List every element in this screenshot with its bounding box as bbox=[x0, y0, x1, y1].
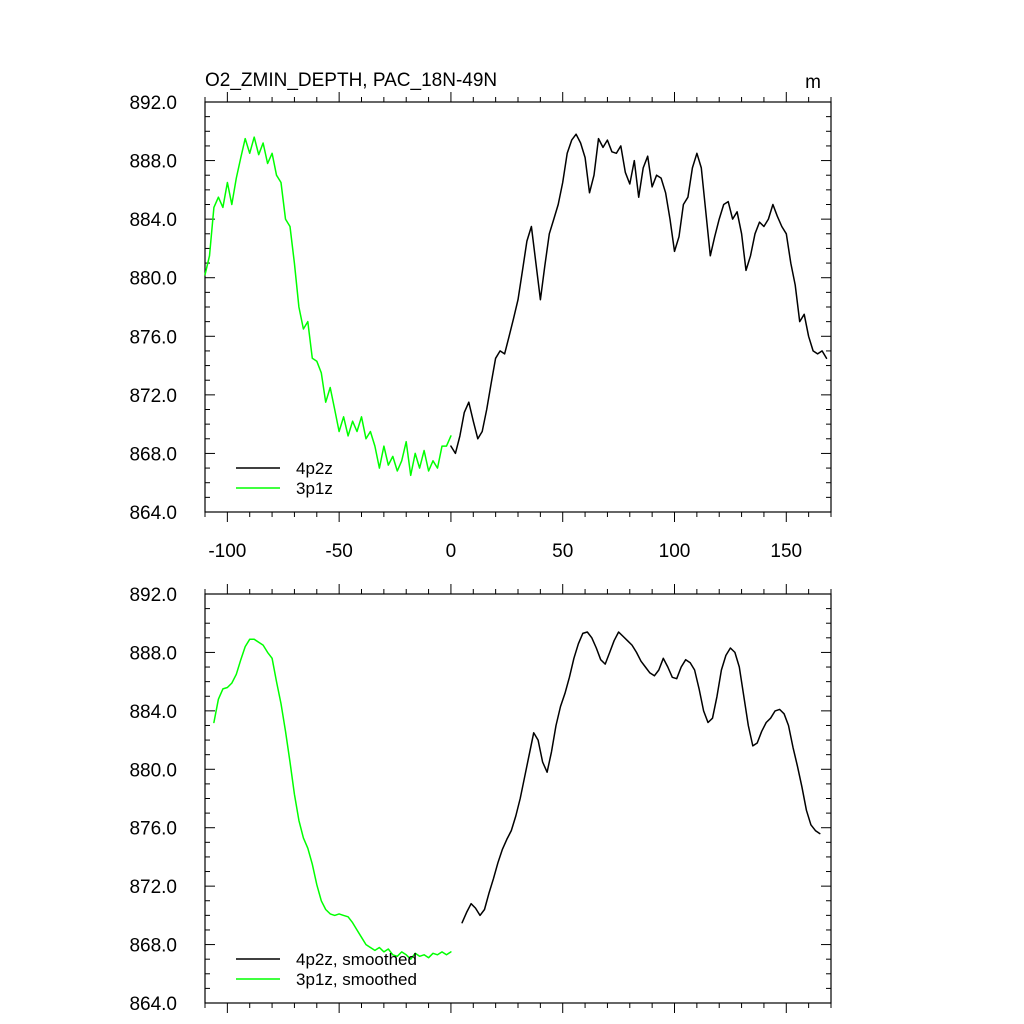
series-line-4p2z bbox=[450, 133, 828, 455]
legend-label: 4p2z, smoothed bbox=[296, 950, 417, 969]
y-tick-label: 864.0 bbox=[129, 994, 177, 1015]
y-tick-label: 864.0 bbox=[129, 503, 177, 524]
y-tick-label: 868.0 bbox=[129, 444, 177, 465]
y-tick-label: 872.0 bbox=[129, 386, 177, 407]
chart-title: O2_ZMIN_DEPTH, PAC_18N-49N bbox=[205, 70, 497, 91]
y-tick-label: 880.0 bbox=[129, 760, 177, 781]
y-tick-label: 892.0 bbox=[129, 93, 177, 114]
y-tick-label: 884.0 bbox=[129, 702, 177, 723]
legend-label: 4p2z bbox=[296, 459, 333, 478]
legend-label: 3p1z, smoothed bbox=[296, 970, 417, 989]
y-tick-label: 880.0 bbox=[129, 269, 177, 290]
y-tick-label: 888.0 bbox=[129, 643, 177, 664]
y-tick-label: 872.0 bbox=[129, 877, 177, 898]
series-line-4p2z-smoothed bbox=[461, 631, 821, 924]
x-tick-label: -100 bbox=[208, 541, 246, 562]
legend-label: 3p1z bbox=[296, 479, 333, 498]
x-tick-label: 0 bbox=[446, 541, 457, 562]
y-tick-label: 868.0 bbox=[129, 936, 177, 957]
y-tick-label: 876.0 bbox=[129, 819, 177, 840]
y-tick-label: 876.0 bbox=[129, 327, 177, 348]
x-tick-label: 100 bbox=[659, 541, 691, 562]
units-label: m bbox=[805, 72, 821, 93]
x-tick-label: -50 bbox=[325, 541, 352, 562]
x-tick-label: 150 bbox=[770, 541, 802, 562]
y-tick-label: 888.0 bbox=[129, 152, 177, 173]
series-line-3p1z bbox=[204, 136, 452, 477]
series-line-3p1z-smoothed bbox=[213, 638, 452, 960]
x-tick-label: 50 bbox=[552, 541, 573, 562]
y-tick-label: 884.0 bbox=[129, 210, 177, 231]
y-tick-label: 892.0 bbox=[129, 585, 177, 606]
plot-frame-2 bbox=[204, 593, 832, 1004]
